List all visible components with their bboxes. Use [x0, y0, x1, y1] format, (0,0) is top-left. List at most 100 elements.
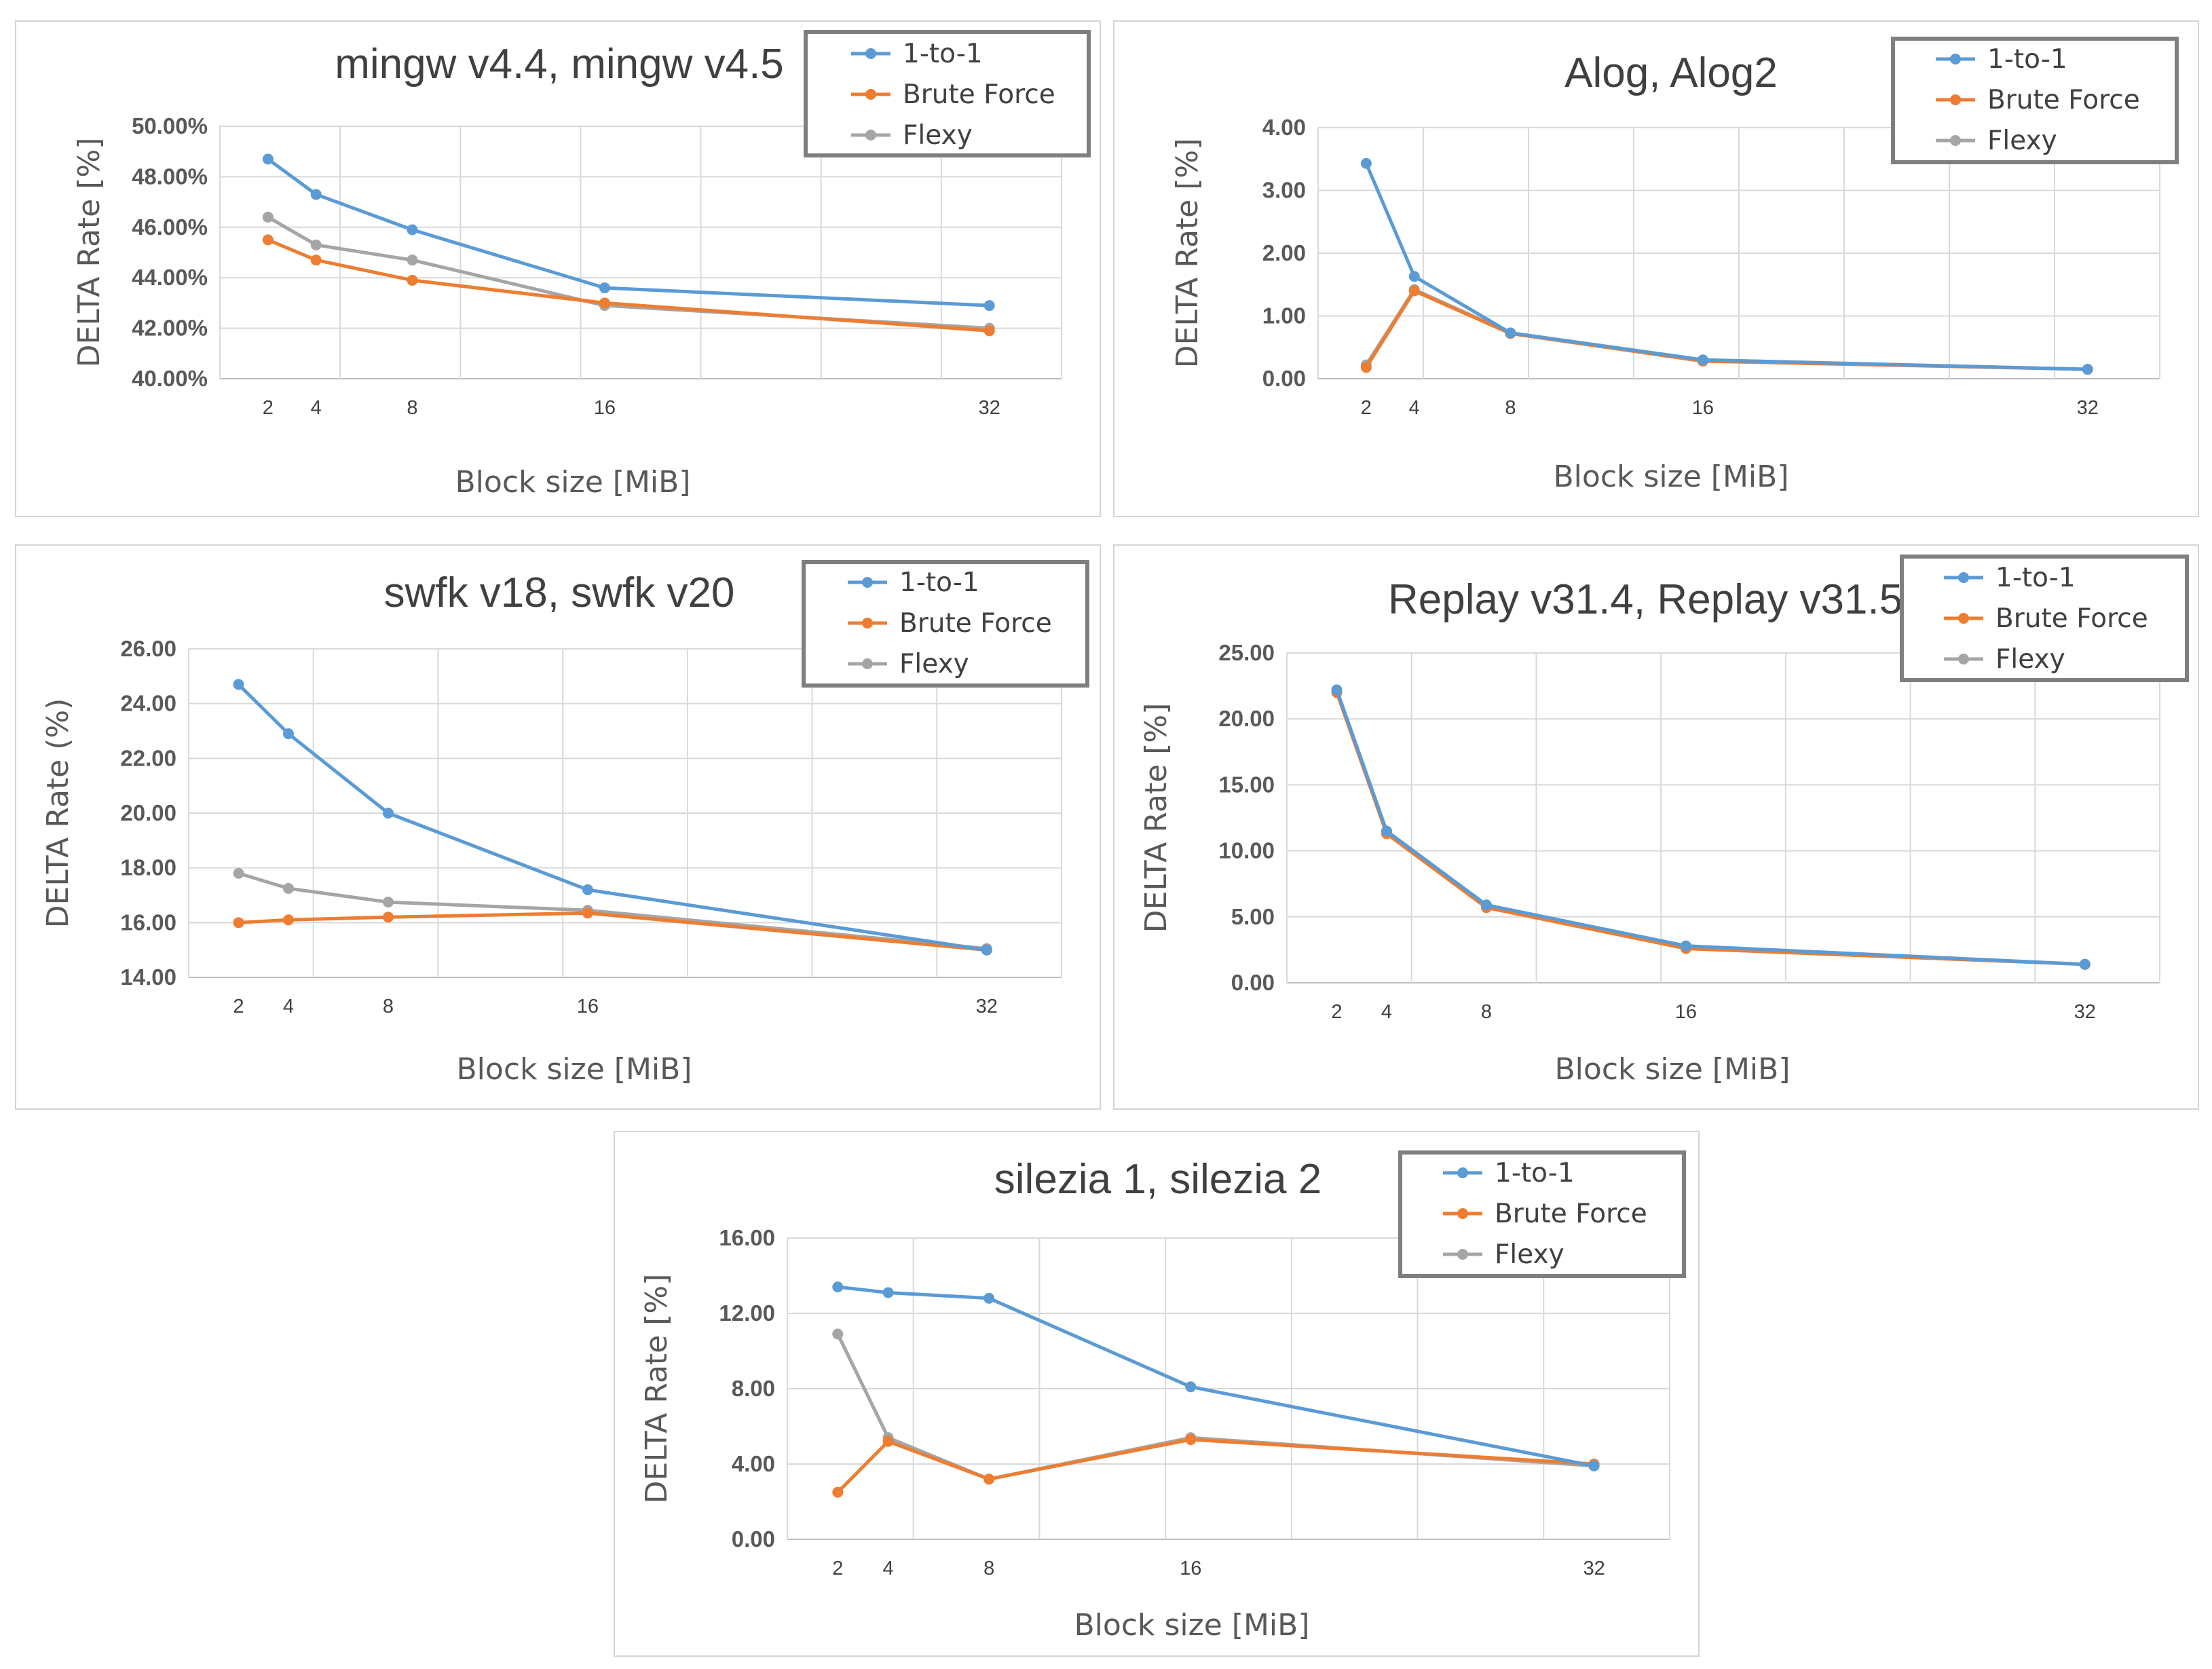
x-tick-label: 32 [1583, 1558, 1605, 1579]
data-point [382, 912, 394, 923]
series-line [237, 683, 988, 952]
x-tick-label: 2 [832, 1558, 843, 1579]
legend-marker [1950, 54, 1961, 64]
y-tick-label: 16.00 [719, 1225, 775, 1250]
chart-svg-swfk: swfk v18, swfk v20 14.00 16.00 18.00 20.00 2… [41, 560, 1089, 1087]
series-line [1364, 162, 2088, 371]
legend-label: Flexy [1987, 126, 2057, 156]
x-axis-label: Block size [MiB] [457, 1052, 692, 1087]
chart-panel-replay: Replay v31.4, Replay v31.5 0.00 5.00 10.00… [1113, 544, 2199, 1110]
y-tick-label: 8.00 [732, 1376, 775, 1401]
data-point [1185, 1433, 1197, 1445]
data-point [282, 882, 294, 894]
y-tick-label: 14.00 [120, 964, 176, 990]
series-line [1335, 689, 2085, 967]
y-tick-label: 42.00% [132, 316, 208, 341]
x-tick-label: 32 [2074, 1001, 2096, 1023]
y-tick-label: 44.00% [132, 265, 208, 290]
data-point [282, 914, 294, 926]
y-axis-label: DELTA Rate (%) [41, 698, 75, 929]
series-line [836, 1438, 1594, 1494]
data-point [981, 944, 992, 956]
x-tick-label: 16 [1675, 1001, 1697, 1023]
y-tick-label: 18.00 [120, 855, 176, 880]
legend-label: 1-to-1 [1987, 44, 2067, 75]
legend-label: Flexy [903, 120, 973, 151]
series-line [1335, 690, 2085, 967]
y-tick-label: 50.00% [132, 113, 208, 138]
legend-label: Brute Force [899, 608, 1052, 639]
data-point [983, 300, 995, 312]
data-point [282, 728, 294, 740]
y-tick-label: 10.00 [1218, 838, 1275, 863]
data-point [310, 239, 322, 250]
x-tick-label: 4 [1409, 397, 1420, 419]
data-point [407, 255, 418, 266]
legend-label: Flexy [899, 649, 969, 679]
legend: 1-to-1 Brute Force Flexy [1398, 1150, 1686, 1278]
legend-label: Brute Force [903, 79, 1055, 110]
x-tick-label: 2 [263, 397, 274, 419]
x-tick-label: 4 [1381, 1001, 1392, 1023]
x-tick-label: 8 [407, 397, 417, 419]
x-tick-label: 4 [283, 996, 294, 1017]
x-axis-label: Block size [MiB] [1554, 460, 1789, 494]
data-point [1381, 825, 1392, 837]
data-point [407, 224, 418, 236]
y-tick-label: 0.00 [732, 1526, 775, 1552]
data-point [382, 808, 394, 819]
data-point [832, 1486, 844, 1498]
data-point [262, 211, 274, 223]
y-tick-label: 15.00 [1218, 772, 1275, 797]
legend-label: Flexy [1995, 644, 2065, 675]
x-axis-label: Block size [MiB] [455, 465, 691, 500]
data-point [310, 189, 322, 200]
chart-panel-silezia: silezia 1, silezia 2 0.00 4.00 8.00 12.00 16… [614, 1131, 1700, 1657]
x-tick-label: 2 [1331, 1001, 1342, 1023]
legend-marker [865, 89, 876, 100]
x-tick-label: 8 [1505, 397, 1516, 419]
data-point [1588, 1460, 1600, 1471]
data-point [983, 1292, 995, 1304]
data-point [310, 255, 322, 266]
chart-title: mingw v4.4, mingw v4.5 [335, 41, 784, 88]
legend-marker [1457, 1167, 1468, 1178]
y-tick-label: 48.00% [132, 164, 208, 189]
series-line [1335, 692, 2085, 967]
y-tick-label: 22.00 [120, 745, 176, 770]
chart-svg-silezia: silezia 1, silezia 2 0.00 4.00 8.00 12.00 16… [639, 1150, 1686, 1643]
legend-label: 1-to-1 [1495, 1158, 1575, 1188]
x-tick-label: 8 [1481, 1001, 1492, 1023]
y-tick-label: 40.00% [132, 366, 208, 391]
legend-marker [1958, 613, 1969, 624]
data-point [599, 282, 610, 294]
data-point [1408, 285, 1420, 297]
chart-panel-swfk: swfk v18, swfk v20 14.00 16.00 18.00 20.00 2… [15, 544, 1101, 1110]
chart-svg-mingw: mingw v4.4, mingw v4.5 40.00% 42.00% 44.00… [72, 30, 1091, 500]
data-point [407, 274, 418, 286]
y-tick-label: 4.00 [732, 1451, 775, 1476]
legend-marker [1958, 654, 1969, 664]
y-tick-label: 0.00 [1262, 366, 1306, 391]
data-point [1360, 157, 1372, 169]
data-point [1697, 354, 1708, 366]
legend-marker [1950, 94, 1961, 105]
legend-label: Brute Force [1995, 603, 2148, 634]
legend: 1-to-1 Brute Force Flexy [804, 30, 1091, 157]
data-point [262, 234, 274, 246]
legend-label: 1-to-1 [903, 39, 983, 69]
data-point [1360, 362, 1372, 373]
y-axis-label: DELTA Rate [%] [639, 1274, 674, 1504]
data-point [382, 897, 394, 908]
y-tick-label: 2.00 [1262, 240, 1306, 265]
x-tick-label: 16 [594, 397, 616, 419]
legend-marker [1958, 572, 1969, 583]
data-point [233, 867, 244, 879]
chart-title: Replay v31.4, Replay v31.5 [1388, 576, 1902, 623]
y-tick-label: 20.00 [1218, 706, 1275, 731]
data-point [983, 1474, 995, 1485]
legend-label: Brute Force [1495, 1199, 1647, 1229]
chart-title: silezia 1, silezia 2 [994, 1156, 1321, 1203]
legend: 1-to-1 Brute Force Flexy [1900, 555, 2189, 682]
y-tick-label: 25.00 [1218, 640, 1275, 665]
